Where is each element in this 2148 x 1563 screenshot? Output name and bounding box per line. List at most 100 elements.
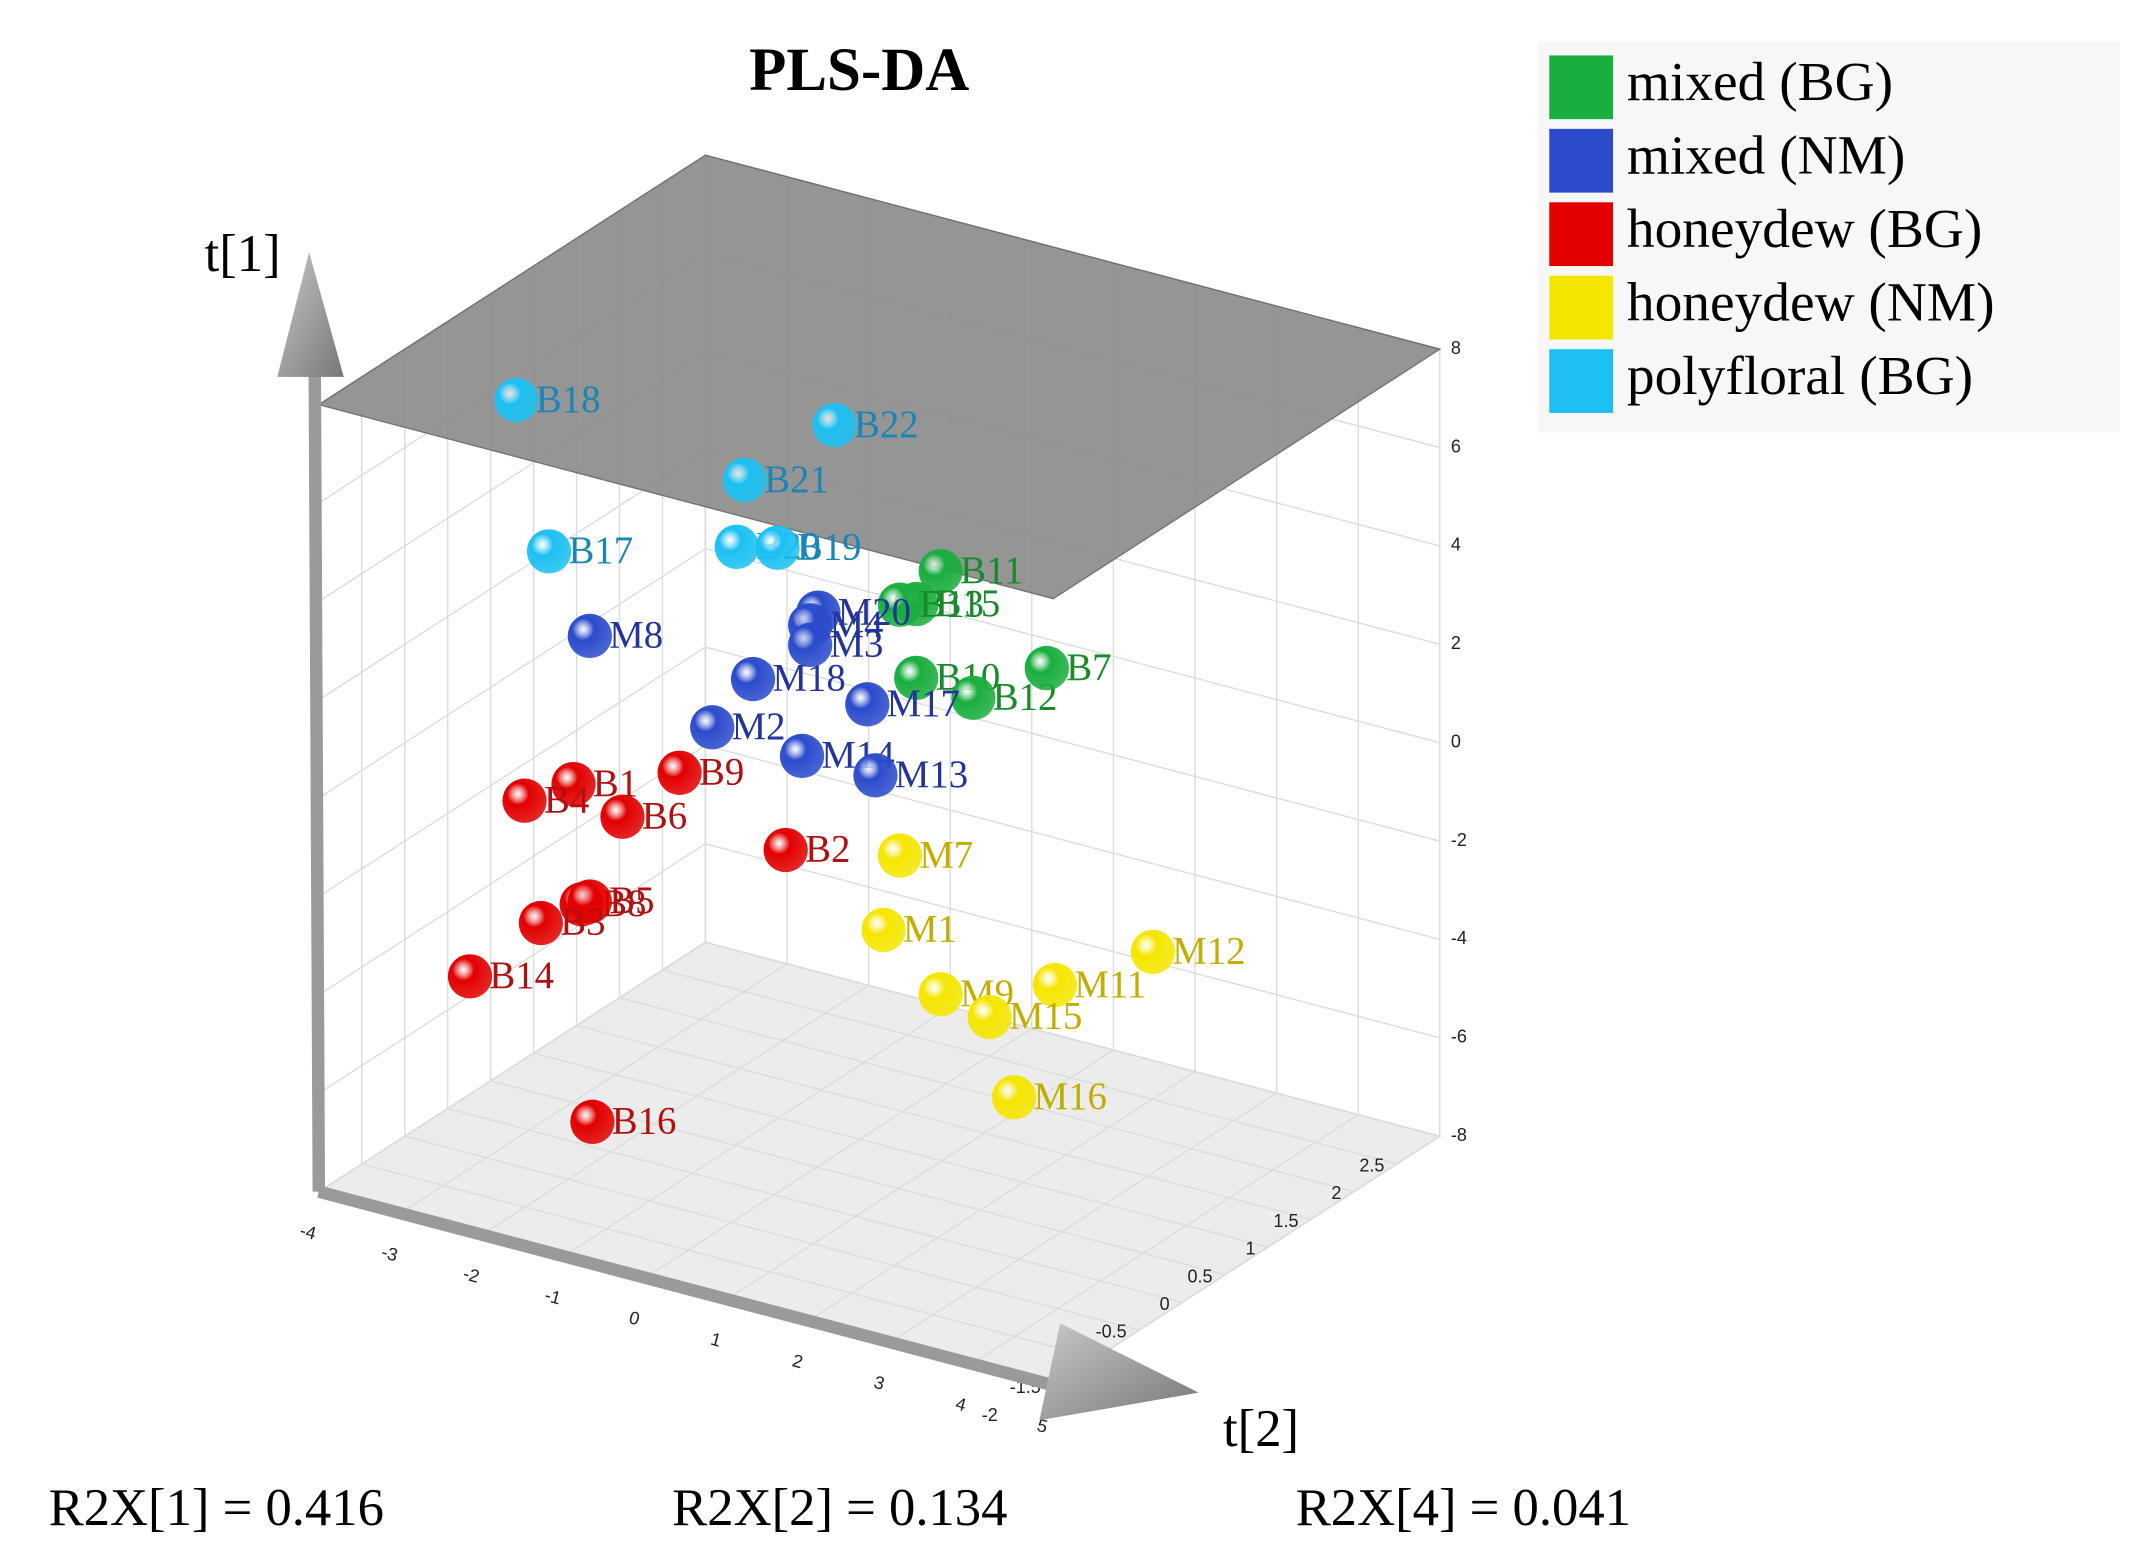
- x-tick-label: 0: [627, 1307, 642, 1329]
- point-label: B22: [854, 403, 919, 446]
- point-label: B9: [699, 750, 744, 793]
- point-label: B17: [568, 529, 633, 572]
- point-label: M4: [830, 603, 884, 646]
- point-label: B16: [612, 1100, 677, 1143]
- grid-line: [318, 843, 706, 1094]
- point-label: B3: [560, 901, 605, 944]
- grid-line: [481, 984, 869, 1236]
- z-tick-label: 1.5: [1273, 1211, 1298, 1231]
- y-tick-label: 6: [1451, 436, 1461, 456]
- point-label: B11: [960, 549, 1023, 592]
- data-point: [570, 1099, 615, 1145]
- data-point: [779, 733, 825, 779]
- grid-line: [705, 843, 1440, 1039]
- y-axis-label: t[1]: [205, 225, 281, 283]
- z-tick-label: 2: [1331, 1183, 1341, 1203]
- legend-label: mixed (NM): [1627, 124, 1906, 185]
- point-label: B6: [642, 794, 687, 837]
- data-point: [861, 907, 906, 953]
- grid-line: [318, 449, 706, 701]
- data-point: [853, 753, 898, 798]
- top-plane: [317, 154, 1442, 600]
- data-point: [1024, 645, 1069, 691]
- grid-line: [705, 548, 1440, 744]
- legend-swatch: [1549, 128, 1614, 193]
- grid-line: [318, 646, 706, 898]
- grid-line: [576, 1024, 1312, 1221]
- data-point: [494, 377, 539, 423]
- point-label: M12: [1172, 930, 1245, 973]
- grid-line: [705, 744, 1440, 941]
- x-tick-label: 4: [953, 1393, 968, 1415]
- data-point: [714, 524, 759, 570]
- legend-swatch: [1549, 349, 1614, 413]
- data-point: [918, 972, 963, 1017]
- x-tick-label: 5: [1035, 1415, 1050, 1437]
- data-point: [877, 833, 923, 878]
- data-point: [730, 656, 776, 702]
- data-point: [877, 582, 923, 627]
- point-label: B2: [805, 828, 850, 871]
- x-tick-label: 2: [790, 1350, 805, 1372]
- legend-swatch: [1549, 275, 1614, 340]
- data-point: [788, 622, 833, 668]
- y-tick-label: -8: [1451, 1125, 1467, 1145]
- z-tick-label: 0.5: [1188, 1266, 1213, 1286]
- z-tick-label: 0: [1160, 1294, 1170, 1314]
- data-point: [1032, 962, 1078, 1008]
- data-point: [567, 613, 613, 659]
- y-tick-label: 0: [1451, 731, 1461, 751]
- grid-line: [318, 744, 706, 996]
- point-label: B18: [536, 378, 601, 421]
- point-label: M11: [1074, 963, 1146, 1006]
- grid-line: [533, 1052, 1269, 1248]
- x-tick-label: 3: [872, 1372, 887, 1394]
- grid-line: [705, 941, 1440, 1137]
- point-label: M3: [830, 623, 884, 666]
- data-point: [845, 682, 890, 727]
- legend-swatch: [1549, 202, 1614, 267]
- grid-line: [490, 1080, 1226, 1276]
- z-tick-label: 1: [1246, 1239, 1256, 1259]
- point-label: M18: [772, 657, 845, 700]
- legend-label: polyfloral (BG): [1627, 345, 1973, 406]
- x-axis-label: t[2]: [1223, 1400, 1299, 1458]
- chart-title: PLS-DA: [749, 37, 969, 104]
- legend-box: [1538, 41, 2121, 433]
- data-point: [951, 675, 996, 721]
- legend-label: honeydew (NM): [1627, 271, 1995, 332]
- point-label: M20: [838, 590, 911, 633]
- x-tick-label: -1: [543, 1285, 564, 1308]
- x-axis-arrowhead: [1039, 1323, 1199, 1421]
- data-point: [1130, 929, 1176, 975]
- y-tick-label: -6: [1451, 1027, 1467, 1047]
- y-tick-label: 4: [1451, 535, 1461, 555]
- data-point: [518, 900, 564, 946]
- x-tick-label: -2: [461, 1263, 482, 1286]
- annotation: R2X[1] = 0.416: [49, 1479, 384, 1537]
- grid-line: [889, 1092, 1277, 1344]
- z-tick-label: 2.5: [1359, 1155, 1384, 1175]
- legend-label: honeydew (BG): [1627, 198, 1982, 259]
- grid-line: [563, 1006, 951, 1257]
- grid-line: [361, 1163, 1097, 1359]
- data-point: [502, 778, 547, 823]
- point-label: B19: [797, 525, 862, 568]
- data-point: [551, 761, 596, 807]
- y-axis-shaft: [308, 349, 326, 1192]
- grid-line: [726, 1049, 1114, 1301]
- point-label: B5: [609, 879, 654, 922]
- annotation: R2X[2] = 0.134: [672, 1479, 1007, 1537]
- grid-line: [619, 996, 1355, 1193]
- y-tick-label: 2: [1451, 633, 1461, 653]
- point-label: M1: [903, 908, 957, 951]
- data-point: [812, 402, 857, 448]
- data-point: [918, 549, 963, 594]
- data-point: [657, 750, 702, 795]
- z-tick-label: -0.5: [1096, 1322, 1127, 1342]
- x-tick-label: -3: [379, 1242, 400, 1265]
- annotation: R2X[4] = 0.041: [1296, 1479, 1631, 1537]
- point-label: M8: [609, 614, 663, 657]
- grid-line: [318, 941, 706, 1193]
